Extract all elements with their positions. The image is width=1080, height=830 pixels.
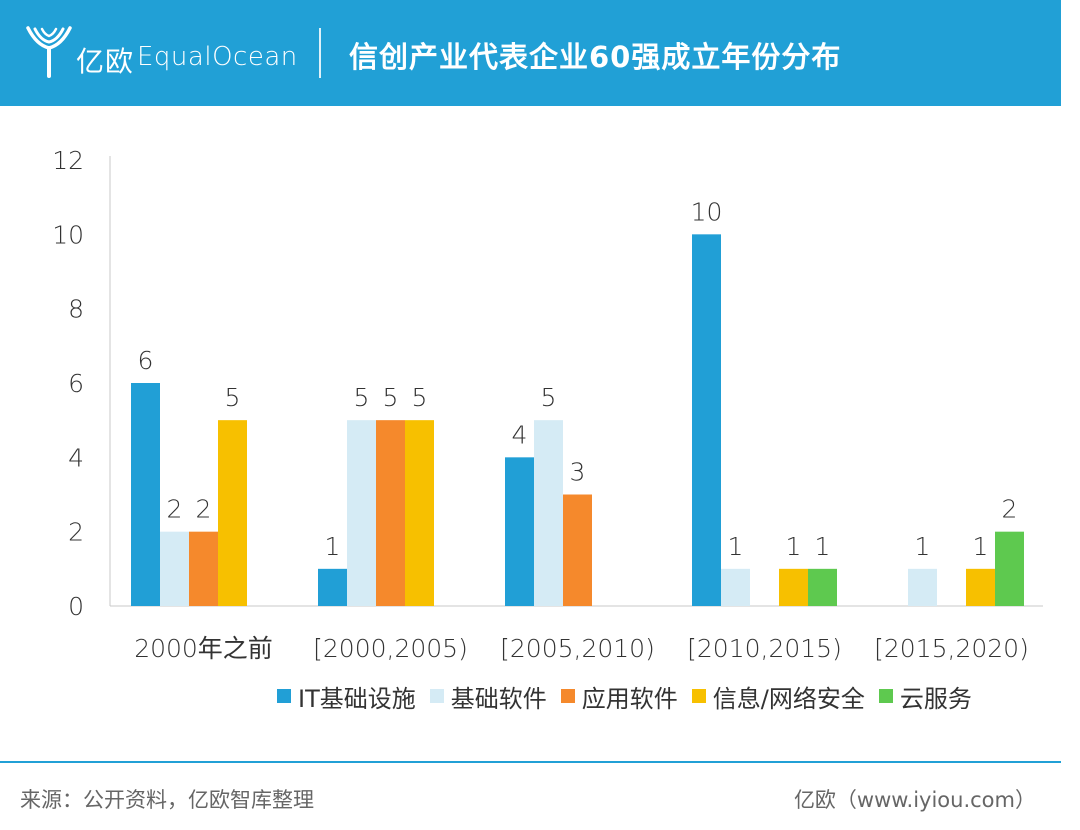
page-title: 信创产业代表企业60强成立年份分布 [349,40,842,74]
source-note: 来源：公开资料，亿欧智库整理 [20,788,314,812]
header-divider [319,28,321,78]
y-tick-label: 2 [68,518,84,547]
bar [721,568,750,606]
data-label: 5 [383,383,399,412]
y-tick-label: 10 [52,220,84,249]
bar [318,568,347,606]
legend-swatch [560,689,575,703]
data-label: 6 [138,346,154,375]
bar [405,420,434,606]
bar [218,420,247,606]
bar [160,531,189,606]
legend-item: 信息/网络安全 [691,679,865,714]
data-label: 5 [541,383,557,412]
bar [131,383,160,606]
data-label: 2 [167,495,183,524]
y-tick-label: 0 [68,592,84,621]
x-tick-label: [2015,2020) [874,634,1029,663]
data-label: 2 [196,495,212,524]
bar [189,531,218,606]
bar [505,457,534,606]
bar [808,568,837,606]
legend-label: 云服务 [899,684,972,713]
x-tick-label: 2000年之前 [134,634,273,663]
legend-label: 基础软件 [450,684,547,713]
legend-label: 应用软件 [581,684,678,713]
data-label: 2 [1002,495,1018,524]
legend-item: 基础软件 [429,679,547,714]
bar [563,494,592,606]
data-label: 1 [728,532,744,561]
x-tick-label: [2005,2010) [500,634,655,663]
legend-label: IT基础设施 [298,684,416,713]
legend-item: IT基础设施 [277,679,416,714]
header-banner: 亿欧 EqualOcean 信创产业代表企业60强成立年份分布 [0,0,1061,106]
x-tick-label: [2010,2015) [687,634,842,663]
bar [995,531,1024,606]
x-tick-label: [2000,2005) [313,634,468,663]
site-credit: 亿欧（www.iyiou.com） [793,788,1036,812]
legend-swatch [878,689,893,703]
legend-swatch [691,689,706,703]
data-label: 5 [225,383,241,412]
bar [347,420,376,606]
data-label: 4 [512,420,528,449]
y-tick-label: 8 [68,295,84,324]
legend-swatch [429,689,444,703]
logo-text-cn: 亿欧 [76,45,135,78]
data-label: 1 [325,532,341,561]
y-tick-label: 4 [68,443,84,472]
logo-text-en: EqualOcean [137,42,298,72]
data-label: 1 [915,532,931,561]
y-tick-label: 6 [68,369,84,398]
bar [908,568,937,606]
bar [966,568,995,606]
data-label: 3 [570,458,586,487]
chart-legend: IT基础设施 基础软件 应用软件 信息/网络安全 云服务 [277,679,972,713]
bar [692,234,721,607]
bar [779,568,808,606]
data-label: 1 [815,532,831,561]
y-tick-label: 12 [52,146,84,175]
data-label: 10 [691,197,723,226]
legend-swatch [277,689,291,703]
data-label: 1 [786,532,802,561]
legend-label: 信息/网络安全 [712,684,865,713]
data-label: 5 [354,383,370,412]
data-label: 1 [973,532,989,561]
bar [534,420,563,606]
legend-item: 云服务 [878,679,972,714]
footer-divider [0,761,1061,763]
legend-item: 应用软件 [560,679,678,714]
data-label: 5 [412,383,428,412]
bar [376,420,405,606]
equalocean-logo-icon [26,26,72,78]
